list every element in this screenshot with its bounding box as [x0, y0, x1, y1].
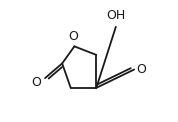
Text: OH: OH	[106, 9, 125, 22]
Text: O: O	[137, 63, 146, 76]
Text: O: O	[32, 76, 41, 89]
Text: O: O	[68, 30, 78, 43]
